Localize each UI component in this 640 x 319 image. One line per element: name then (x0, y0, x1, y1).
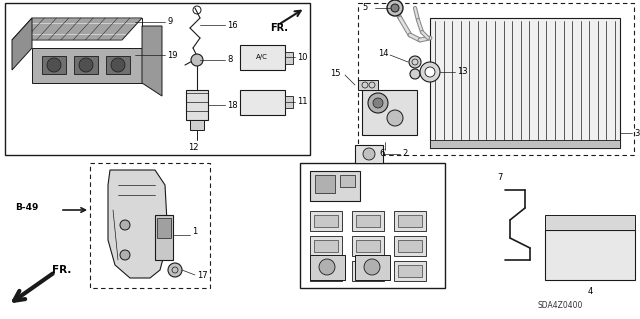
Bar (186, 90, 208, 120)
Text: 5: 5 (362, 4, 367, 12)
Text: 12: 12 (188, 144, 198, 152)
Bar (42, 56, 66, 74)
Text: 8: 8 (227, 56, 232, 64)
Bar (355, 145, 383, 163)
Circle shape (47, 58, 61, 72)
Polygon shape (108, 170, 168, 278)
Bar (430, 140, 620, 148)
Bar (398, 215, 422, 227)
Bar (398, 240, 422, 252)
Text: SDA4Z0400: SDA4Z0400 (538, 300, 582, 309)
Circle shape (120, 220, 130, 230)
Text: 1: 1 (192, 227, 197, 236)
Bar (314, 265, 338, 277)
Text: 6: 6 (380, 149, 385, 158)
Bar (314, 240, 338, 252)
Text: 11: 11 (297, 98, 307, 107)
Circle shape (120, 250, 130, 260)
Bar (300, 163, 445, 288)
Circle shape (425, 67, 435, 77)
Bar (356, 215, 380, 227)
Circle shape (191, 54, 203, 66)
Bar (545, 215, 635, 230)
Text: 19: 19 (167, 50, 177, 60)
Bar (74, 56, 98, 74)
Bar (358, 3, 634, 155)
Bar (310, 255, 345, 280)
Circle shape (168, 263, 182, 277)
Circle shape (420, 62, 440, 82)
Bar (394, 211, 426, 231)
Bar (310, 211, 342, 231)
Text: 4: 4 (588, 287, 593, 296)
Circle shape (111, 58, 125, 72)
Bar (285, 96, 293, 108)
Circle shape (363, 148, 375, 160)
Bar (5, 3, 310, 155)
Bar (310, 261, 342, 281)
Text: 17: 17 (197, 271, 207, 279)
Circle shape (364, 259, 380, 275)
Text: 10: 10 (297, 53, 307, 62)
Bar (285, 52, 293, 64)
Text: 13: 13 (457, 68, 468, 77)
Bar (314, 215, 338, 227)
Text: A/C: A/C (256, 54, 268, 60)
Bar (315, 175, 335, 193)
Bar (157, 218, 171, 238)
Bar (398, 265, 422, 277)
Bar (356, 265, 380, 277)
Bar (32, 48, 142, 83)
Bar (352, 261, 384, 281)
Bar (356, 240, 380, 252)
Text: 7: 7 (497, 174, 502, 182)
Text: 15: 15 (330, 69, 340, 78)
Text: 14: 14 (378, 49, 388, 58)
Polygon shape (12, 18, 142, 40)
Bar (240, 90, 285, 115)
Text: FR.: FR. (270, 23, 288, 33)
Circle shape (373, 98, 383, 108)
Text: 9: 9 (167, 18, 172, 26)
Bar (310, 236, 342, 256)
Bar (340, 175, 355, 187)
Bar (240, 45, 285, 70)
Circle shape (391, 4, 399, 12)
Text: B-49: B-49 (15, 204, 38, 212)
Text: 3: 3 (634, 129, 639, 137)
Bar (310, 171, 360, 201)
Circle shape (319, 259, 335, 275)
Bar (394, 236, 426, 256)
Circle shape (409, 56, 421, 68)
Polygon shape (12, 18, 32, 70)
Bar (355, 255, 390, 280)
Polygon shape (142, 26, 162, 96)
Bar (358, 80, 378, 90)
Text: 16: 16 (227, 20, 237, 29)
Circle shape (387, 110, 403, 126)
Text: 18: 18 (227, 100, 237, 109)
Circle shape (410, 69, 420, 79)
Bar (155, 215, 173, 260)
Bar (430, 18, 620, 148)
Bar (394, 261, 426, 281)
Circle shape (368, 93, 388, 113)
Bar (545, 230, 635, 280)
Circle shape (79, 58, 93, 72)
Text: FR.: FR. (52, 265, 72, 275)
Bar (352, 236, 384, 256)
Bar (106, 56, 130, 74)
Bar (352, 211, 384, 231)
Bar (190, 120, 204, 130)
Text: 2: 2 (402, 150, 407, 159)
Bar (362, 90, 417, 135)
Bar (90, 163, 210, 288)
Circle shape (387, 0, 403, 16)
